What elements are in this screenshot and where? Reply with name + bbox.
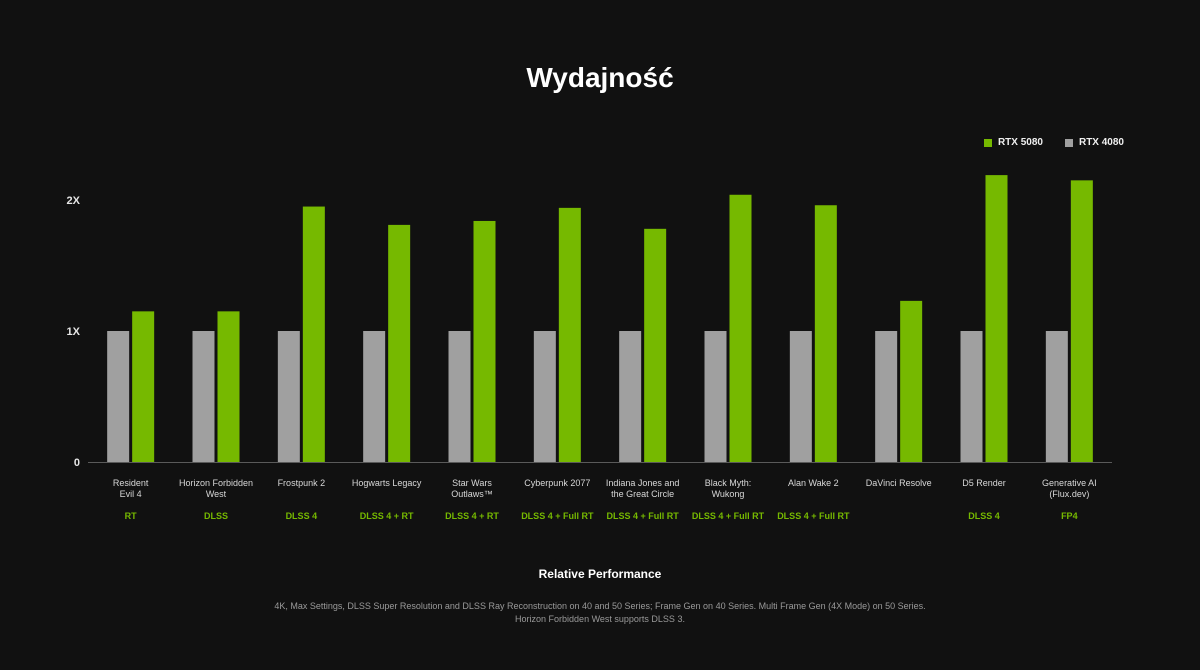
x-tick-label: Frostpunk 2 <box>278 478 326 488</box>
legend-item-rtx5080: RTX 5080 <box>983 137 1043 148</box>
bar-rtx5080 <box>814 205 837 463</box>
bar-rtx5080 <box>729 194 752 462</box>
x-tick-label: Hogwarts Legacy <box>352 478 422 488</box>
footnote-line: Horizon Forbidden West supports DLSS 3. <box>515 614 685 624</box>
bar-rtx4080 <box>363 331 386 462</box>
category-tag: DLSS 4 + Full RT <box>777 511 850 521</box>
category-tag: DLSS 4 + Full RT <box>607 511 680 521</box>
legend-swatch-rtx5080 <box>983 138 992 147</box>
x-tick-label: Generative AI <box>1042 478 1097 488</box>
legend-label-rtx5080: RTX 5080 <box>997 137 1043 148</box>
category-tag: DLSS 4 <box>968 511 1000 521</box>
bar-rtx4080 <box>277 331 300 462</box>
x-tick-label: D5 Render <box>962 478 1006 488</box>
category-tag: DLSS 4 + Full RT <box>692 511 765 521</box>
bar-rtx5080 <box>985 175 1008 463</box>
x-tick-label: West <box>206 489 227 499</box>
chart-legend: RTX 5080 RTX 4080 <box>983 137 1124 148</box>
bar-rtx4080 <box>960 331 983 462</box>
legend-label-rtx4080: RTX 4080 <box>1078 137 1124 148</box>
x-tick-label: (Flux.dev) <box>1049 489 1089 499</box>
bar-rtx4080 <box>107 331 130 462</box>
bar-rtx4080 <box>192 331 215 462</box>
chart-footnote: 4K, Max Settings, DLSS Super Resolution … <box>0 600 1200 626</box>
x-tick-label: DaVinci Resolve <box>866 478 932 488</box>
bar-rtx5080 <box>473 220 496 462</box>
x-tick-label: Horizon Forbidden <box>179 478 253 488</box>
category-tag: DLSS 4 <box>286 511 318 521</box>
category-tag: DLSS 4 + RT <box>360 511 414 521</box>
bar-rtx5080 <box>217 311 240 462</box>
x-tick-label: Wukong <box>712 489 745 499</box>
bar-rtx5080 <box>388 224 411 462</box>
bar-rtx4080 <box>1045 331 1068 462</box>
bar-rtx4080 <box>789 331 812 462</box>
bar-rtx5080 <box>644 228 667 462</box>
bar-rtx4080 <box>875 331 898 462</box>
bar-rtx5080 <box>132 311 155 462</box>
bar-rtx5080 <box>302 206 325 462</box>
footnote-line: 4K, Max Settings, DLSS Super Resolution … <box>274 601 926 611</box>
x-tick-label: Evil 4 <box>120 489 142 499</box>
legend-swatch-rtx4080 <box>1064 138 1073 147</box>
bar-rtx5080 <box>558 207 581 462</box>
y-tick-label: 2X <box>67 195 81 207</box>
y-tick-label: 0 <box>74 457 80 469</box>
x-tick-label: the Great Circle <box>611 489 674 499</box>
x-tick-label: Resident <box>113 478 149 488</box>
category-tag: FP4 <box>1061 511 1078 521</box>
bar-rtx5080 <box>1070 180 1093 462</box>
x-tick-label: Star Wars <box>452 478 492 488</box>
legend-item-rtx4080: RTX 4080 <box>1064 137 1124 148</box>
bar-rtx4080 <box>619 331 642 462</box>
x-tick-label: Cyberpunk 2077 <box>524 478 590 488</box>
x-tick-label: Indiana Jones and <box>606 478 680 488</box>
x-tick-label: Alan Wake 2 <box>788 478 839 488</box>
bar-rtx5080 <box>900 300 923 462</box>
y-tick-label: 1X <box>67 326 81 338</box>
chart-title: Wydajność <box>526 62 674 93</box>
bar-rtx4080 <box>704 331 727 462</box>
category-tag: DLSS 4 + RT <box>445 511 499 521</box>
x-tick-label: Black Myth: <box>705 478 752 488</box>
bar-rtx4080 <box>448 331 471 462</box>
category-tag: RT <box>125 511 137 521</box>
x-axis-title: Relative Performance <box>538 567 662 581</box>
category-tag: DLSS <box>204 511 228 521</box>
x-tick-label: Outlaws™ <box>451 489 493 499</box>
bar-rtx4080 <box>533 331 556 462</box>
category-tag: DLSS 4 + Full RT <box>521 511 594 521</box>
